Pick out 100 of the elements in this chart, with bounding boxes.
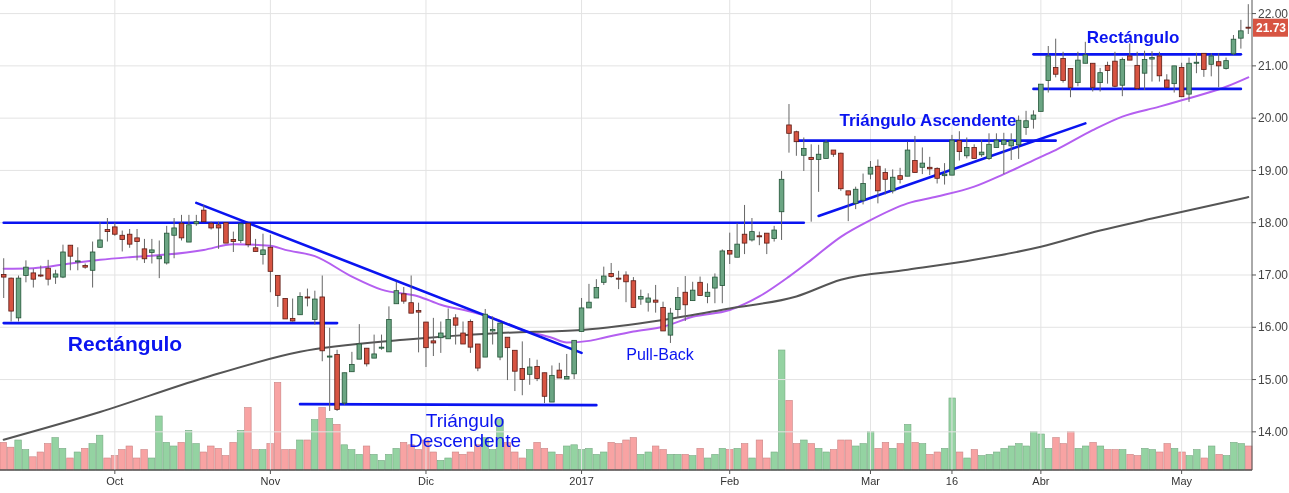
- bar: [259, 449, 267, 471]
- candlestick: [238, 222, 244, 244]
- candlestick: [704, 282, 711, 304]
- candlestick: [141, 238, 148, 264]
- annotation: Rectángulo: [67, 331, 183, 355]
- bar: [177, 442, 185, 471]
- candlestick: [578, 297, 585, 332]
- bar: [800, 439, 808, 471]
- candlestick: [364, 347, 370, 367]
- candlestick: [564, 353, 570, 380]
- candlestick: [1201, 52, 1207, 78]
- candlestick: [149, 238, 155, 264]
- bar: [1119, 449, 1127, 471]
- candlestick: [156, 239, 162, 279]
- candlestick: [689, 281, 696, 302]
- bar: [362, 445, 371, 471]
- candlestick: [23, 259, 29, 283]
- candlestick: [667, 307, 674, 344]
- bar: [733, 448, 741, 471]
- bar: [681, 454, 689, 471]
- candlestick: [964, 137, 970, 159]
- candlestick: [289, 298, 296, 323]
- annotation: Rectángulo: [1086, 27, 1180, 47]
- candlestick: [1215, 52, 1222, 88]
- candlestick: [245, 222, 251, 248]
- bar: [896, 443, 904, 471]
- candlestick: [675, 286, 681, 318]
- candlestick: [75, 246, 81, 271]
- bar: [696, 448, 704, 471]
- candlestick: [586, 283, 592, 309]
- candlestick: [660, 301, 666, 332]
- x-tick-label: 16: [945, 475, 959, 487]
- candlestick: [890, 168, 896, 194]
- bar: [318, 407, 326, 471]
- candlestick: [1067, 67, 1074, 98]
- candlestick: [741, 204, 748, 255]
- candlestick: [452, 313, 459, 346]
- bar: [296, 439, 304, 471]
- annotation: Pull-Back: [626, 345, 695, 363]
- candlestick: [30, 268, 37, 289]
- candlestick: [1104, 61, 1111, 85]
- bar: [1096, 445, 1105, 471]
- candlestick: [534, 359, 540, 382]
- candlestick: [349, 351, 355, 373]
- candlestick: [808, 143, 814, 223]
- bar: [66, 457, 74, 471]
- bar: [555, 454, 563, 471]
- bar: [526, 449, 534, 471]
- bar: [548, 451, 556, 471]
- candlestick: [652, 284, 659, 314]
- candlestick: [282, 298, 288, 320]
- bar: [73, 451, 81, 471]
- bar: [689, 455, 697, 471]
- candlestick: [1171, 65, 1177, 94]
- candlestick: [845, 190, 851, 222]
- candlestick: [119, 230, 125, 252]
- bar: [325, 418, 334, 471]
- candlestick: [104, 217, 111, 243]
- candlestick: [1230, 34, 1237, 56]
- candlestick: [215, 221, 222, 250]
- candlestick: [541, 372, 548, 404]
- bar: [81, 448, 89, 471]
- y-tick-label: 14.00: [1258, 425, 1289, 440]
- candlestick: [89, 241, 96, 289]
- candlestick: [186, 214, 192, 243]
- candlestick: [867, 160, 874, 180]
- annotation: 21.73: [1255, 20, 1287, 35]
- candlestick: [1134, 51, 1140, 91]
- bar: [918, 443, 927, 471]
- candlestick: [1097, 67, 1103, 92]
- y-tick-label: 17.00: [1258, 268, 1289, 283]
- bar: [1208, 445, 1216, 471]
- annotation: Triángulo Ascendente: [839, 110, 1017, 130]
- candlestick: [1156, 51, 1163, 83]
- candlestick: [801, 137, 807, 172]
- candlestick: [1030, 109, 1037, 130]
- candlestick: [682, 275, 688, 322]
- bar: [236, 430, 245, 471]
- bar: [333, 424, 341, 471]
- bar: [311, 419, 319, 471]
- bar: [970, 449, 978, 471]
- x-tick-label: Abr: [1032, 475, 1050, 487]
- candlestick: [356, 323, 362, 360]
- candlestick: [897, 167, 903, 184]
- bar: [904, 424, 912, 471]
- x-tick-label: Oct: [106, 475, 124, 487]
- candlestick: [919, 146, 926, 175]
- y-tick-label: 19.00: [1258, 163, 1289, 178]
- candlestick: [275, 275, 281, 308]
- candlestick: [371, 334, 377, 359]
- x-tick-label: 2017: [569, 475, 594, 487]
- candlestick: [749, 217, 755, 243]
- x-tick-label: May: [1171, 475, 1193, 487]
- candlestick: [393, 281, 400, 305]
- candlestick: [956, 130, 963, 161]
- candlestick: [912, 135, 918, 174]
- candlestick: [312, 290, 318, 326]
- candlestick: [593, 278, 600, 299]
- candlestick: [764, 232, 770, 255]
- bar: [889, 448, 897, 471]
